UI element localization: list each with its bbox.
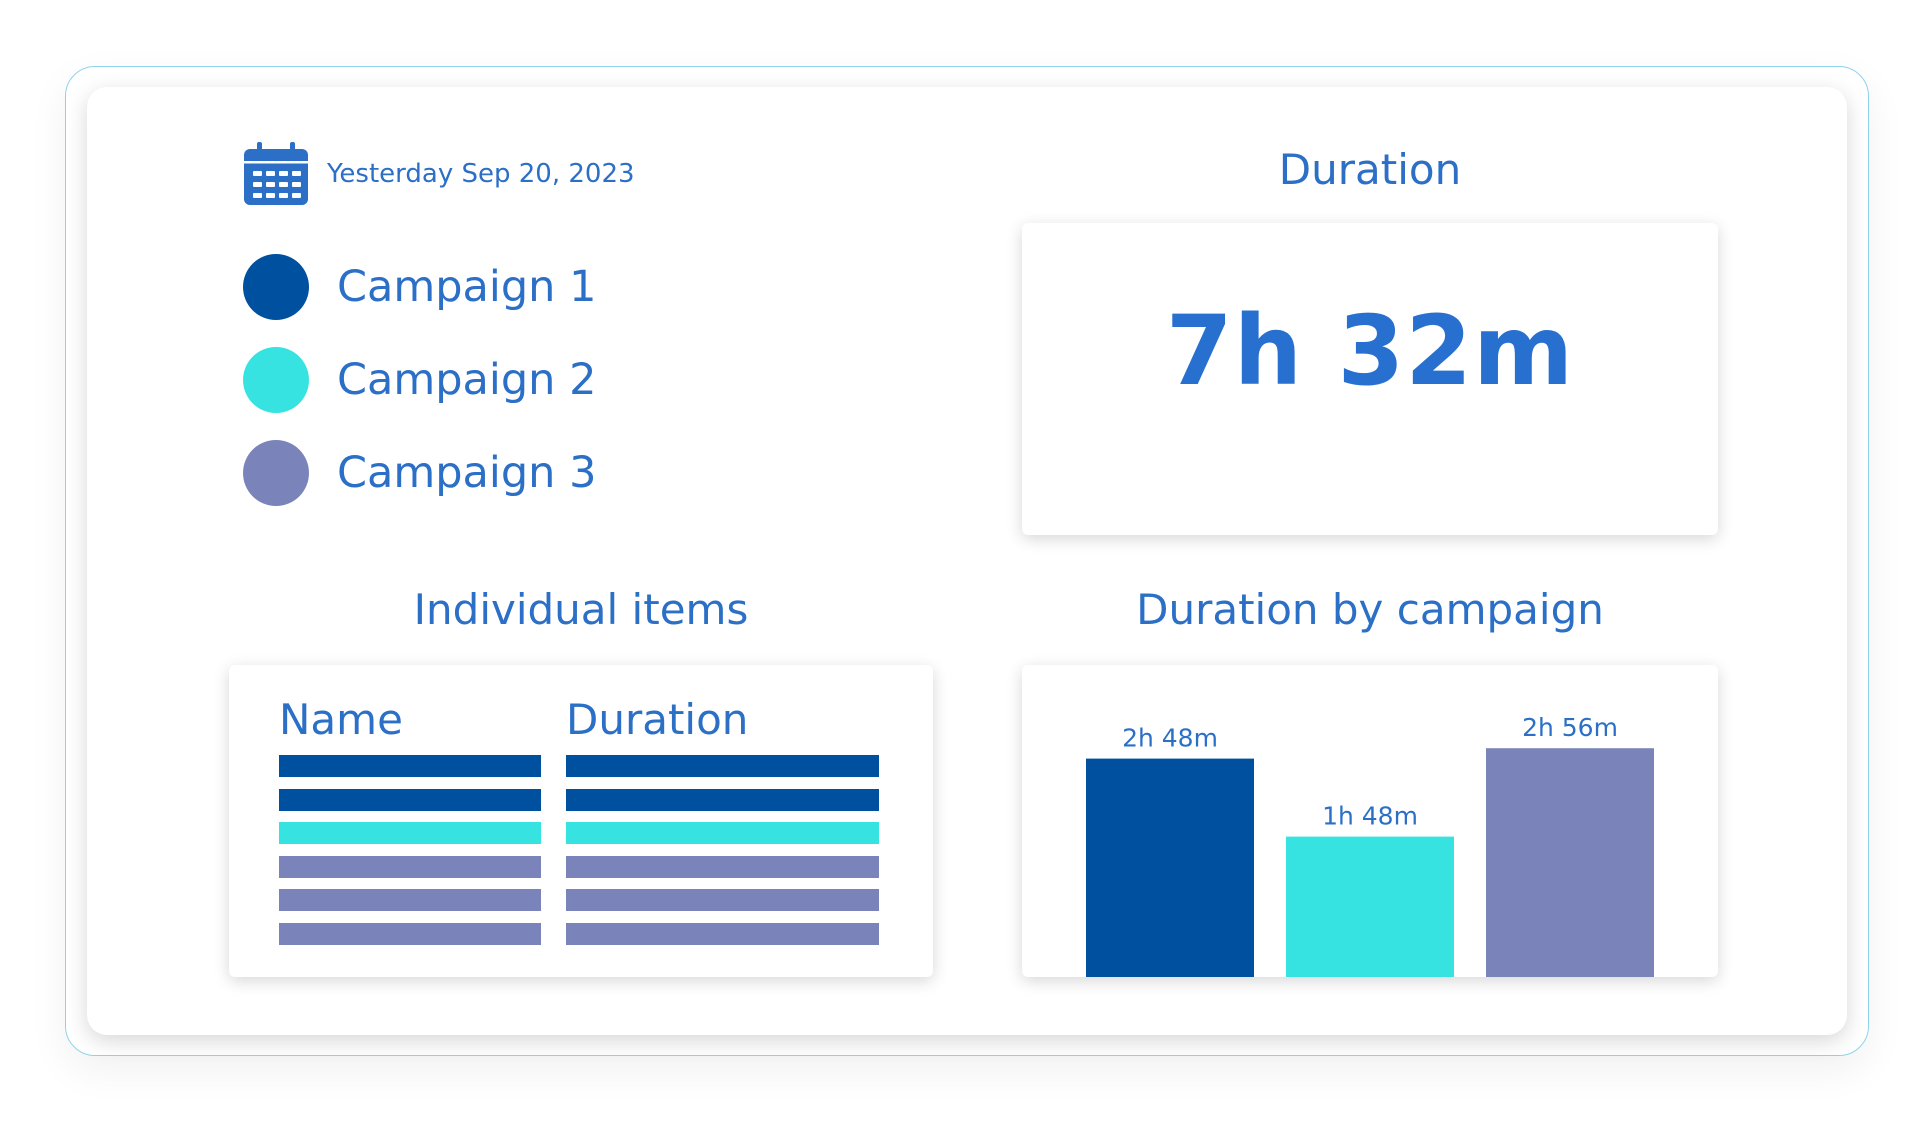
outer-frame xyxy=(65,66,1869,1056)
column-header-name: Name xyxy=(279,695,403,744)
legend-item-campaign-1: Campaign 1 xyxy=(243,254,596,320)
duration-by-campaign-chart: 2h 48m 1h 48m 2h 56m xyxy=(1022,665,1718,977)
legend-label: Campaign 1 xyxy=(337,262,597,312)
row-duration-placeholder xyxy=(566,822,879,844)
bar-2 xyxy=(1286,836,1454,977)
legend-dot xyxy=(243,440,309,506)
duration-by-campaign-title: Duration by campaign xyxy=(1136,585,1604,634)
bar-value-label: 2h 48m xyxy=(1122,724,1218,753)
bar-value-label: 1h 48m xyxy=(1322,802,1418,831)
calendar-icon xyxy=(244,142,308,205)
row-name-placeholder xyxy=(279,889,541,911)
row-name-placeholder xyxy=(279,855,541,878)
duration-card: 7h 32m xyxy=(1022,223,1718,535)
legend-label: Campaign 3 xyxy=(337,448,597,498)
row-name-placeholder xyxy=(279,922,541,945)
bar-chart-svg: 2h 48m 1h 48m 2h 56m xyxy=(1086,713,1654,977)
legend-dot xyxy=(243,347,309,413)
individual-items-title: Individual items xyxy=(413,585,749,634)
row-duration-placeholder xyxy=(566,855,879,878)
bar-3 xyxy=(1486,748,1654,977)
row-duration-placeholder xyxy=(566,755,879,777)
row-name-placeholder xyxy=(279,755,541,777)
campaign-legend: Campaign 1 Campaign 2 Campaign 3 xyxy=(243,254,596,533)
row-name-placeholder xyxy=(279,788,541,811)
row-duration-placeholder xyxy=(566,922,879,945)
legend-item-campaign-2: Campaign 2 xyxy=(243,347,596,413)
bar-1 xyxy=(1086,758,1254,977)
row-name-placeholder xyxy=(279,822,541,844)
legend-label: Campaign 2 xyxy=(337,355,597,405)
date-row: Yesterday Sep 20, 2023 xyxy=(243,141,635,207)
legend-dot xyxy=(243,254,309,320)
duration-title: Duration xyxy=(1278,145,1462,194)
total-duration-value: 7h 32m xyxy=(1165,295,1575,407)
bar-value-label: 2h 56m xyxy=(1522,713,1618,742)
row-duration-placeholder xyxy=(566,788,879,811)
legend-item-campaign-3: Campaign 3 xyxy=(243,440,596,506)
row-duration-placeholder xyxy=(566,889,879,911)
date-label: Yesterday Sep 20, 2023 xyxy=(327,159,635,189)
individual-items-table: Name Duration xyxy=(229,665,933,977)
column-header-duration: Duration xyxy=(566,695,749,744)
